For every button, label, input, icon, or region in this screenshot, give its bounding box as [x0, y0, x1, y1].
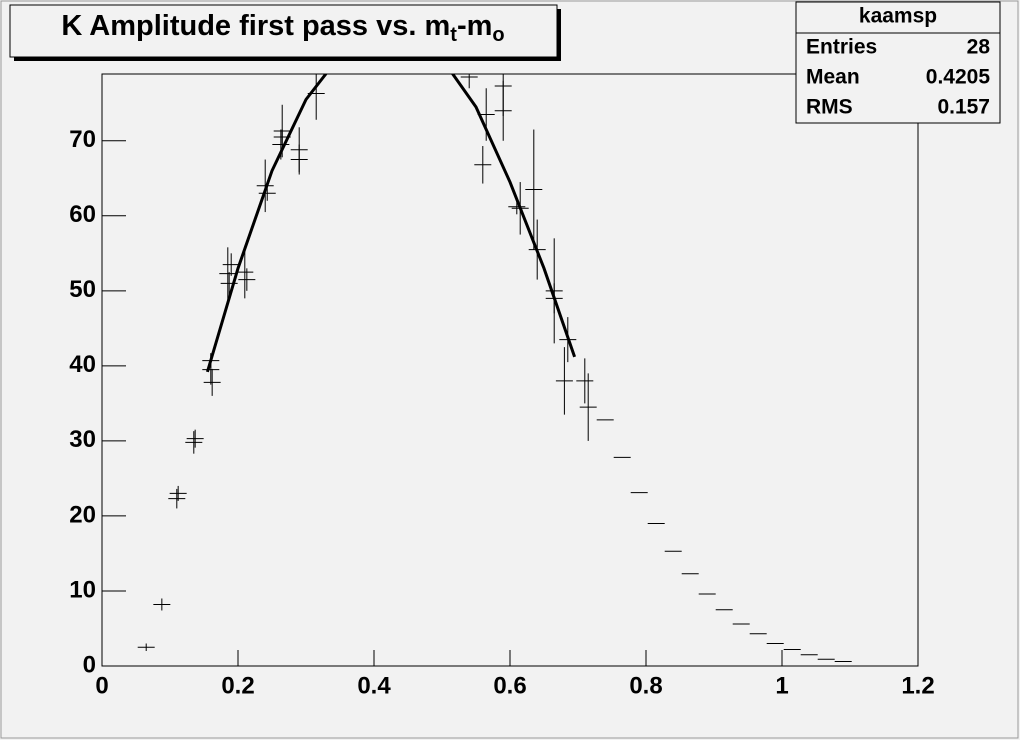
y-tick-label: 40: [69, 351, 96, 378]
plot-area: [137, 74, 852, 662]
stats-label: RMS: [806, 96, 853, 119]
chart-title: K Amplitude first pass vs. mt-mo: [61, 10, 504, 47]
title-part: K Amplitude first pass vs. m: [61, 10, 450, 42]
x-tick-label: 0.4: [357, 672, 391, 699]
y-tick-label: 70: [69, 126, 96, 153]
x-tick-label: 0.6: [493, 672, 526, 699]
title-part: -m: [457, 10, 492, 42]
stats-value: 0.4205: [926, 66, 991, 89]
title-box: [9, 4, 558, 58]
stats-label: Mean: [806, 66, 860, 89]
y-tick-label: 30: [69, 426, 96, 453]
x-tick-label: 1.2: [901, 672, 934, 699]
x-tick-label: 0: [95, 672, 108, 699]
fit-curve: [205, 74, 328, 373]
x-tick-label: 0.2: [221, 672, 254, 699]
y-tick-label: 50: [69, 276, 96, 303]
stats-title: kaamsp: [859, 5, 937, 28]
fit-curve: [450, 74, 577, 358]
y-tick-label: 60: [69, 201, 96, 228]
stats-value: 0.157: [937, 96, 990, 119]
y-tick-label: 20: [69, 501, 96, 528]
x-tick-label: 0.8: [629, 672, 662, 699]
y-tick-label: 10: [69, 576, 96, 603]
title-subscript: t: [450, 24, 457, 46]
y-tick-label: 0: [83, 651, 96, 678]
stats-box: [795, 1, 1001, 124]
plot-frame: [101, 73, 919, 667]
stats-value: 28: [967, 36, 991, 59]
title-subscript: o: [492, 24, 504, 46]
x-tick-label: 1: [775, 672, 788, 699]
stats-label: Entries: [806, 36, 877, 59]
